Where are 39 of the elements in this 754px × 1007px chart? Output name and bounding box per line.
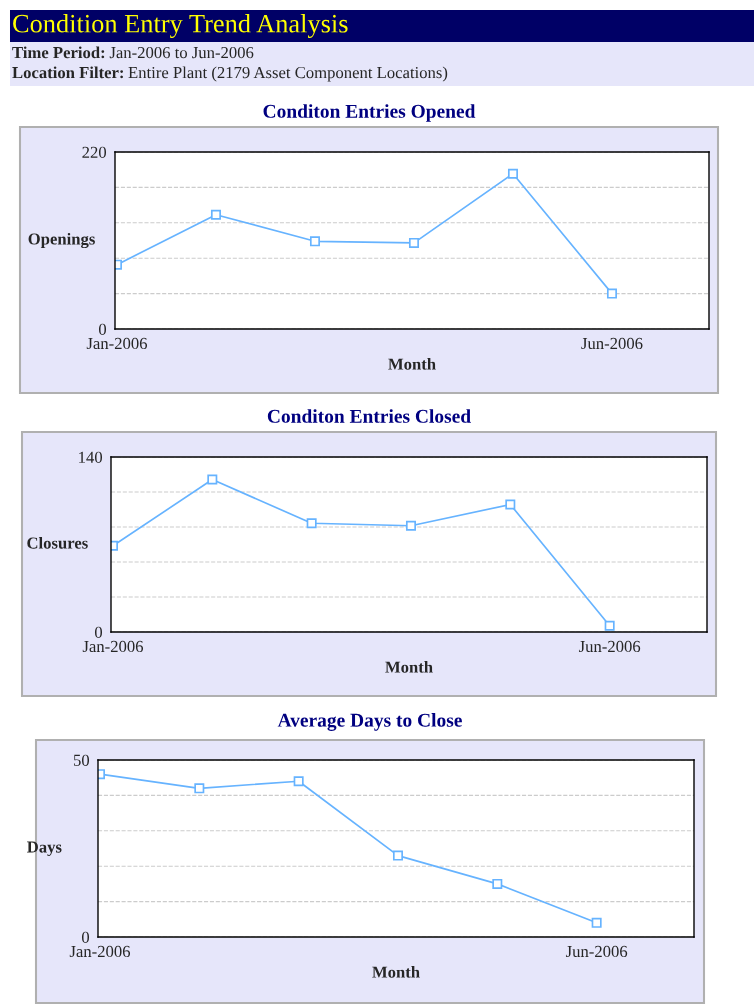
- point: [408, 237, 419, 248]
- point: [309, 236, 320, 247]
- point: [604, 620, 615, 631]
- x-tick-label: Jan-2006: [86, 337, 148, 350]
- x-axis-title: Month: [388, 358, 436, 370]
- chart-title: Average Days to Close: [277, 713, 462, 731]
- chart-title: Conditon Entries Closed: [267, 409, 471, 423]
- x-tick-label: Jan-2006: [82, 640, 144, 653]
- y-tick-label: 220: [82, 146, 107, 158]
- y-tick-label: 0: [81, 931, 90, 943]
- x-tick-label: Jan-2006: [69, 945, 131, 958]
- x-tick-label: Jun-2006: [581, 337, 643, 350]
- point: [207, 474, 218, 485]
- point: [507, 168, 518, 179]
- chart-title: Conditon Entries Opened: [263, 104, 476, 122]
- point: [405, 520, 416, 531]
- point: [392, 850, 403, 861]
- y-tick-label: 140: [79, 451, 103, 463]
- point: [505, 499, 516, 510]
- y-tick-label: 50: [73, 754, 90, 766]
- text: Location Filter: Entire Plant (2179 Asset Component Locations): [12, 66, 448, 82]
- y-axis-title: Openings: [28, 232, 95, 249]
- point: [492, 878, 503, 889]
- point: [591, 917, 602, 928]
- y-axis-title: Days: [27, 841, 62, 857]
- point: [306, 518, 317, 529]
- x-axis-title: Month: [385, 661, 433, 673]
- point: [293, 776, 304, 787]
- point: [194, 783, 205, 794]
- x-axis-title: Month: [372, 966, 420, 978]
- y-tick-label: 0: [98, 323, 107, 335]
- text: Time Period: Jan-2006 to Jun-2006: [12, 46, 254, 59]
- text: Condition Entry Trend Analysis: [13, 14, 348, 38]
- x-tick-label: Jun-2006: [578, 640, 641, 653]
- point: [606, 288, 617, 299]
- x-tick-label: Jun-2006: [565, 945, 628, 958]
- y-axis-title: Closures: [27, 536, 88, 549]
- point: [210, 209, 221, 220]
- y-tick-label: 0: [94, 626, 103, 638]
